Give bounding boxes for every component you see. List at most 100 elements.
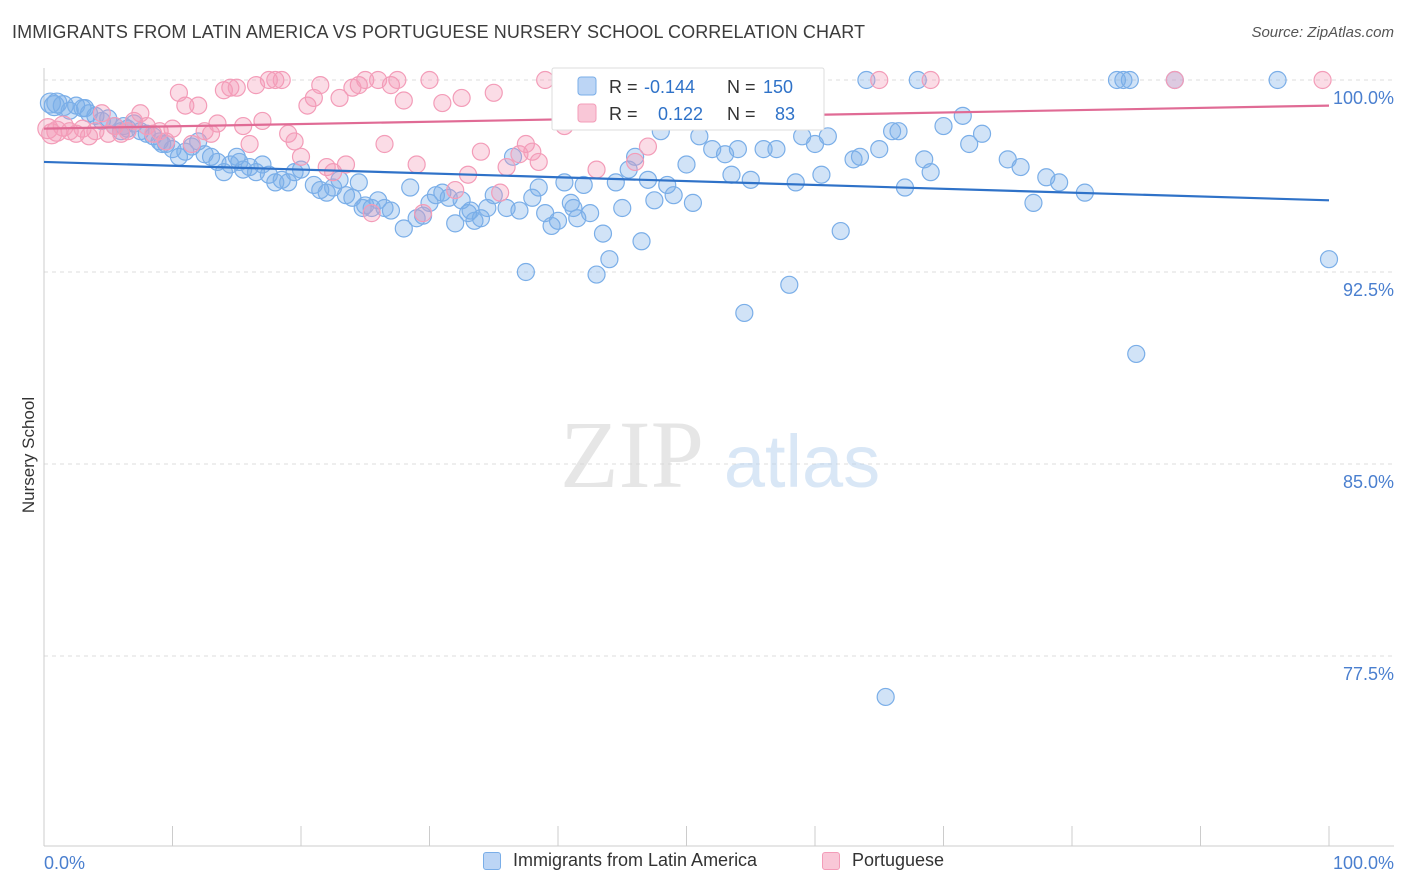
point-s0-75 [548,211,568,230]
point-s0-82 [593,224,613,243]
point-s0-72 [529,178,548,197]
point-s0-107 [786,173,805,192]
y-tick-label-0: 100.0% [1333,88,1394,108]
point-s0-85 [613,198,632,218]
point-s1-23 [189,96,208,115]
point-s1-8 [92,104,111,123]
point-s1-35 [266,70,285,90]
point-s1-22 [182,134,201,154]
point-s1-52 [375,134,394,154]
point-s0-115 [857,70,876,90]
legend-swatch-portuguese [577,103,597,123]
watermark-atlas: atlas [724,420,880,503]
point-s0-1 [43,94,65,117]
legend-item-portuguese[interactable]: Portuguese [822,850,944,871]
legend-swatch-pink [822,851,840,870]
point-s0-132 [1050,173,1069,192]
point-s0-147 [353,198,372,218]
point-s0-110 [812,165,831,184]
point-s0-125 [953,106,972,125]
legend-r-value-0: -0.144 [644,77,695,97]
point-s1-59 [433,93,452,113]
point-s1-61 [452,88,471,108]
point-s0-0 [39,92,62,114]
point-s0-149 [564,198,583,218]
axes [43,68,1394,847]
legend-n-label-1: N = [727,104,756,124]
y-tick-label-1: 92.5% [1343,280,1394,300]
point-s0-129 [1011,157,1030,177]
point-s0-95 [683,193,703,212]
point-s0-90 [645,191,664,210]
point-s1-56 [407,155,426,174]
point-s1-36 [272,70,291,90]
point-s0-87 [625,147,645,166]
point-s1-58 [420,70,439,90]
point-s1-33 [253,111,272,131]
point-s0-88 [632,232,651,251]
legend-swatch-latin-america [577,76,597,96]
point-s0-105 [767,140,786,159]
source-label: Source: ZipAtlas.com [1251,24,1394,41]
point-s0-79 [574,175,593,195]
point-s1-69 [523,142,542,161]
point-s0-118 [882,122,902,141]
point-s0-123 [921,163,940,182]
watermark: ZIP atlas [560,401,880,508]
point-s1-65 [491,183,510,202]
point-s0-145 [230,152,249,172]
point-s0-71 [523,188,542,207]
point-s1-81 [1313,70,1332,90]
point-s0-101 [728,140,748,159]
point-s0-100 [722,165,741,184]
point-s1-50 [362,204,381,223]
legend-label-portuguese: Portuguese [852,850,945,870]
point-s0-121 [908,70,927,90]
legend-n-label-0: N = [727,77,756,97]
point-s0-46 [349,173,368,192]
legend-label-latin-america: Immigrants from Latin America [513,850,758,870]
point-s1-66 [497,157,516,177]
point-s1-74 [625,152,645,172]
point-s0-111 [818,127,837,146]
x-tick-label-1: 100.0% [1333,853,1394,873]
watermark-zip: ZIP [560,401,704,508]
chart-title: IMMIGRANTS FROM LATIN AMERICA VS PORTUGU… [12,22,866,42]
point-s0-52 [394,219,413,238]
point-s1-38 [285,132,304,151]
point-s1-39 [291,147,311,166]
point-s1-63 [471,142,490,161]
legend-n-value-1: 83 [775,104,795,124]
point-s0-103 [741,170,760,189]
point-s0-81 [587,265,606,284]
point-s1-73 [587,160,606,179]
point-s1-31 [240,134,259,154]
point-s0-140 [1319,250,1339,269]
y-tick-labels: 100.0% 92.5% 85.0% 77.5% [1333,88,1394,684]
point-s0-104 [754,140,773,159]
point-s0-51 [381,201,401,220]
series-legend: Immigrants from Latin America Portuguese [0,850,1406,880]
trend-line-0 [43,160,1330,202]
point-s0-130 [1024,193,1043,212]
point-s0-69 [510,201,529,220]
point-s0-124 [934,116,953,136]
point-s1-70 [529,152,548,172]
point-s0-135 [1114,70,1133,90]
point-s0-77 [561,193,580,212]
stats-legend: R = -0.144 N = 150 R = 0.122 N = 83 [551,67,825,131]
point-s1-45 [330,88,349,108]
point-s0-127 [972,124,992,143]
point-s1-82 [41,123,63,145]
point-s1-71 [536,70,555,90]
point-s1-79 [921,70,940,90]
point-s0-80 [581,204,600,223]
legend-r-label-1: R = [609,104,638,124]
x-tick-labels: 0.0% 100.0% [44,853,1394,873]
x-tick-label-0: 0.0% [44,853,85,873]
y-tick-label-2: 85.0% [1343,472,1394,492]
legend-item-latin-america[interactable]: Immigrants from Latin America [483,850,757,871]
point-s1-19 [163,119,182,138]
point-s0-53 [401,178,420,197]
